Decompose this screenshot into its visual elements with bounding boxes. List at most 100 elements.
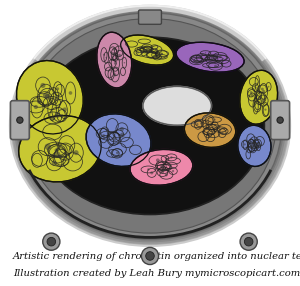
- Ellipse shape: [150, 171, 153, 174]
- Ellipse shape: [244, 237, 253, 246]
- Ellipse shape: [22, 17, 278, 235]
- Text: Illustration created by Leah Bury mymicroscopicart.com.: Illustration created by Leah Bury mymicr…: [13, 269, 300, 278]
- Ellipse shape: [161, 53, 163, 55]
- Ellipse shape: [169, 164, 172, 166]
- Ellipse shape: [54, 97, 58, 101]
- Ellipse shape: [43, 233, 60, 250]
- Ellipse shape: [58, 154, 62, 158]
- Ellipse shape: [141, 247, 159, 265]
- Ellipse shape: [45, 144, 51, 150]
- Ellipse shape: [214, 65, 217, 67]
- Ellipse shape: [97, 32, 132, 88]
- Ellipse shape: [105, 57, 107, 59]
- Ellipse shape: [211, 56, 213, 58]
- Ellipse shape: [155, 48, 158, 51]
- Ellipse shape: [55, 112, 60, 118]
- Ellipse shape: [18, 13, 282, 239]
- Ellipse shape: [86, 114, 151, 166]
- Ellipse shape: [163, 169, 165, 172]
- Ellipse shape: [52, 160, 57, 166]
- Ellipse shape: [111, 52, 114, 55]
- Ellipse shape: [214, 119, 216, 121]
- Ellipse shape: [253, 141, 256, 144]
- Ellipse shape: [261, 88, 264, 91]
- Ellipse shape: [112, 47, 116, 51]
- Ellipse shape: [258, 146, 259, 147]
- Ellipse shape: [277, 117, 283, 123]
- Ellipse shape: [124, 62, 125, 63]
- Ellipse shape: [120, 133, 125, 137]
- Ellipse shape: [172, 170, 174, 172]
- Ellipse shape: [200, 122, 203, 125]
- Ellipse shape: [205, 52, 206, 53]
- Ellipse shape: [250, 146, 253, 148]
- Ellipse shape: [34, 105, 38, 109]
- Ellipse shape: [143, 86, 211, 125]
- FancyBboxPatch shape: [271, 101, 290, 140]
- Ellipse shape: [146, 48, 148, 51]
- Ellipse shape: [254, 87, 256, 89]
- Ellipse shape: [118, 54, 121, 57]
- Ellipse shape: [20, 15, 280, 237]
- Ellipse shape: [250, 94, 254, 97]
- Ellipse shape: [146, 49, 147, 50]
- Ellipse shape: [18, 13, 282, 239]
- Ellipse shape: [264, 108, 266, 111]
- Ellipse shape: [156, 158, 160, 162]
- Ellipse shape: [176, 42, 244, 72]
- Ellipse shape: [55, 148, 59, 152]
- Ellipse shape: [54, 151, 60, 157]
- Ellipse shape: [240, 70, 278, 124]
- Ellipse shape: [261, 99, 265, 102]
- Ellipse shape: [165, 173, 168, 176]
- Ellipse shape: [56, 87, 59, 90]
- Ellipse shape: [160, 165, 163, 168]
- Ellipse shape: [116, 151, 119, 154]
- Ellipse shape: [60, 114, 64, 117]
- Ellipse shape: [102, 134, 105, 137]
- Ellipse shape: [24, 19, 276, 233]
- FancyBboxPatch shape: [139, 10, 161, 24]
- Ellipse shape: [160, 53, 163, 55]
- Ellipse shape: [51, 116, 55, 120]
- Ellipse shape: [16, 61, 83, 134]
- Text: Artistic rendering of chromatin organized into nuclear territories.: Artistic rendering of chromatin organize…: [13, 252, 300, 261]
- Ellipse shape: [37, 100, 41, 104]
- Ellipse shape: [161, 56, 162, 58]
- Ellipse shape: [113, 74, 116, 76]
- Ellipse shape: [210, 58, 213, 61]
- Ellipse shape: [256, 82, 258, 84]
- Ellipse shape: [240, 233, 257, 250]
- Ellipse shape: [63, 107, 67, 112]
- Ellipse shape: [12, 7, 288, 244]
- Ellipse shape: [250, 144, 253, 147]
- Ellipse shape: [221, 132, 223, 134]
- Ellipse shape: [144, 49, 146, 51]
- Ellipse shape: [214, 124, 216, 127]
- Ellipse shape: [161, 171, 164, 174]
- Ellipse shape: [163, 166, 164, 168]
- Ellipse shape: [69, 91, 72, 95]
- Ellipse shape: [103, 54, 105, 56]
- Ellipse shape: [250, 91, 253, 94]
- Ellipse shape: [14, 9, 286, 242]
- Ellipse shape: [47, 237, 56, 246]
- Ellipse shape: [256, 143, 258, 145]
- Ellipse shape: [43, 93, 49, 98]
- Ellipse shape: [74, 150, 79, 155]
- Ellipse shape: [251, 145, 254, 148]
- Ellipse shape: [170, 156, 172, 158]
- Ellipse shape: [268, 86, 269, 88]
- Ellipse shape: [112, 137, 116, 141]
- Ellipse shape: [113, 53, 115, 55]
- Ellipse shape: [196, 123, 199, 126]
- Ellipse shape: [212, 126, 214, 128]
- Ellipse shape: [147, 168, 150, 171]
- Ellipse shape: [121, 35, 174, 65]
- Ellipse shape: [262, 90, 265, 93]
- Ellipse shape: [137, 52, 139, 54]
- Ellipse shape: [40, 83, 46, 88]
- Ellipse shape: [45, 94, 51, 100]
- Ellipse shape: [244, 143, 246, 146]
- Ellipse shape: [184, 113, 236, 147]
